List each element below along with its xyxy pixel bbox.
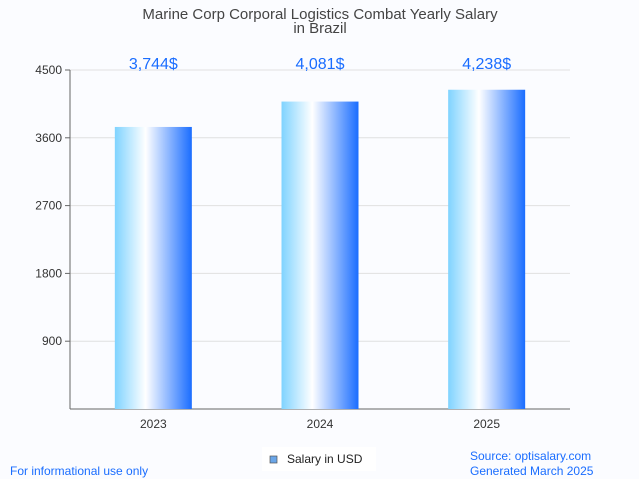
chart-title-line2: in Brazil (293, 20, 346, 37)
legend-box (262, 447, 376, 471)
bar-2024 (281, 101, 359, 409)
bar-2025 (448, 89, 526, 409)
data-label: 3,744$ (129, 56, 178, 73)
chart-title: Marine Corp Corporal Logistics Combat Ye… (142, 6, 498, 23)
y-tick-label: 3600 (35, 131, 62, 145)
y-tick-label: 2700 (35, 199, 62, 213)
y-tick-label: 1800 (35, 266, 62, 280)
x-tick-label: 2025 (473, 417, 500, 431)
footer-generated: Generated March 2025 (470, 464, 594, 478)
x-tick-label: 2023 (140, 417, 167, 431)
legend-label: Salary in USD (287, 452, 363, 466)
bar-2023 (114, 126, 192, 410)
legend-swatch (269, 455, 278, 464)
x-tick-label: 2024 (307, 417, 334, 431)
footer-source: Source: optisalary.com (470, 449, 591, 463)
data-label: 4,081$ (296, 56, 345, 73)
footer-disclaimer: For informational use only (10, 464, 148, 478)
y-tick-label: 900 (42, 334, 62, 348)
data-label: 4,238$ (462, 56, 511, 73)
y-tick-label: 4500 (35, 63, 62, 77)
